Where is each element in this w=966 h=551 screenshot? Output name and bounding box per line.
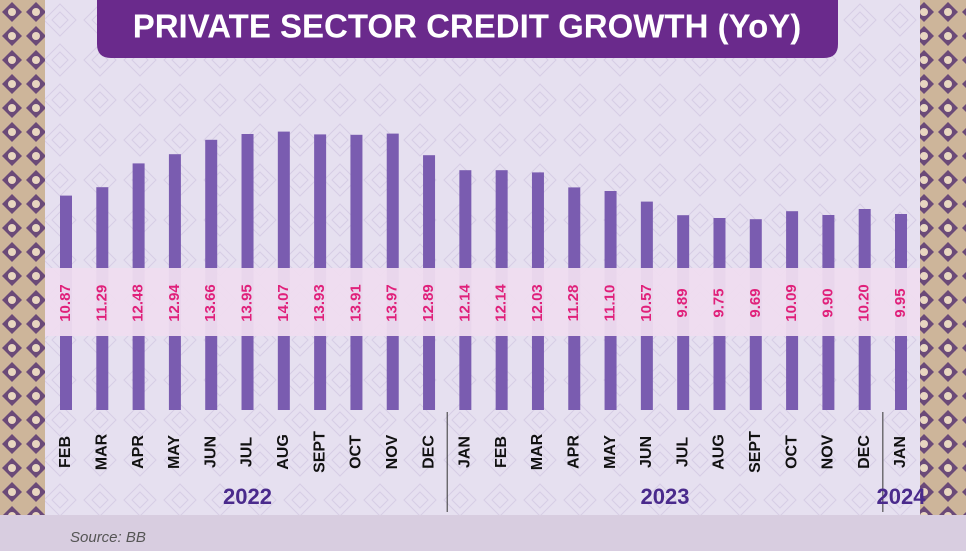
x-tick-label: APR	[130, 435, 147, 469]
value-label: 9.75	[710, 288, 727, 317]
x-tick-label: MAR	[529, 433, 546, 470]
value-label: 12.48	[130, 284, 147, 322]
value-label: 12.89	[420, 284, 437, 322]
value-label: 9.95	[892, 288, 909, 317]
x-tick-label: JUN	[638, 436, 655, 468]
year-label: 2023	[641, 484, 690, 509]
value-label: 10.20	[856, 284, 873, 322]
value-label: 12.14	[456, 284, 473, 322]
value-label: 10.87	[57, 284, 74, 322]
x-tick-label: AUG	[711, 434, 728, 470]
value-label: 12.03	[529, 284, 546, 322]
year-label: 2022	[223, 484, 272, 509]
x-tick-label: JAN	[457, 436, 474, 468]
chart-title: PRIVATE SECTOR CREDIT GROWTH (YoY)	[133, 8, 802, 45]
value-label: 13.95	[238, 284, 255, 322]
value-label: 13.91	[347, 284, 364, 322]
label-band	[45, 268, 920, 336]
value-label: 10.57	[638, 284, 655, 322]
x-tick-label: JAN	[892, 436, 909, 468]
value-label: 9.89	[674, 288, 691, 317]
labels: 10.87 FEB 11.29 MAR 12.48 APR 12.94 MAY 13.66 JUN…	[57, 284, 926, 512]
year-label: 2024	[877, 484, 927, 509]
value-label: 9.90	[819, 288, 836, 317]
x-tick-label: DEC	[420, 435, 437, 469]
x-tick-label: DEC	[856, 435, 873, 469]
value-label: 11.28	[565, 285, 582, 322]
value-label: 10.09	[783, 284, 800, 322]
value-label: 14.07	[275, 284, 292, 322]
x-tick-label: JUN	[202, 436, 219, 468]
x-tick-label: FEB	[57, 436, 74, 468]
value-label: 11.10	[602, 285, 619, 322]
source: Source: BB	[70, 529, 146, 546]
x-tick-label: MAR	[94, 433, 111, 470]
value-label: 13.97	[384, 284, 401, 322]
x-tick-label: SEPT	[311, 431, 328, 473]
panel	[45, 0, 920, 515]
value-label: 12.14	[493, 284, 510, 322]
footer	[0, 515, 966, 551]
x-tick-label: NOV	[384, 434, 401, 469]
x-tick-label: MAY	[166, 435, 183, 469]
value-label: 13.66	[202, 284, 219, 322]
x-tick-label: NOV	[820, 434, 837, 469]
title-banner	[97, 0, 838, 58]
x-tick-label: JUL	[674, 437, 691, 467]
value-label: 9.69	[747, 288, 764, 317]
value-label: 12.94	[166, 284, 183, 322]
x-tick-label: MAY	[602, 435, 619, 469]
x-tick-label: OCT	[783, 435, 800, 469]
x-tick-label: JUL	[239, 437, 256, 467]
value-label: 13.93	[311, 284, 328, 322]
value-label: 11.29	[93, 285, 110, 322]
x-tick-label: FEB	[493, 436, 510, 468]
x-tick-label: SEPT	[747, 431, 764, 473]
x-tick-label: OCT	[348, 435, 365, 469]
x-tick-label: AUG	[275, 434, 292, 470]
x-tick-label: APR	[565, 435, 582, 469]
